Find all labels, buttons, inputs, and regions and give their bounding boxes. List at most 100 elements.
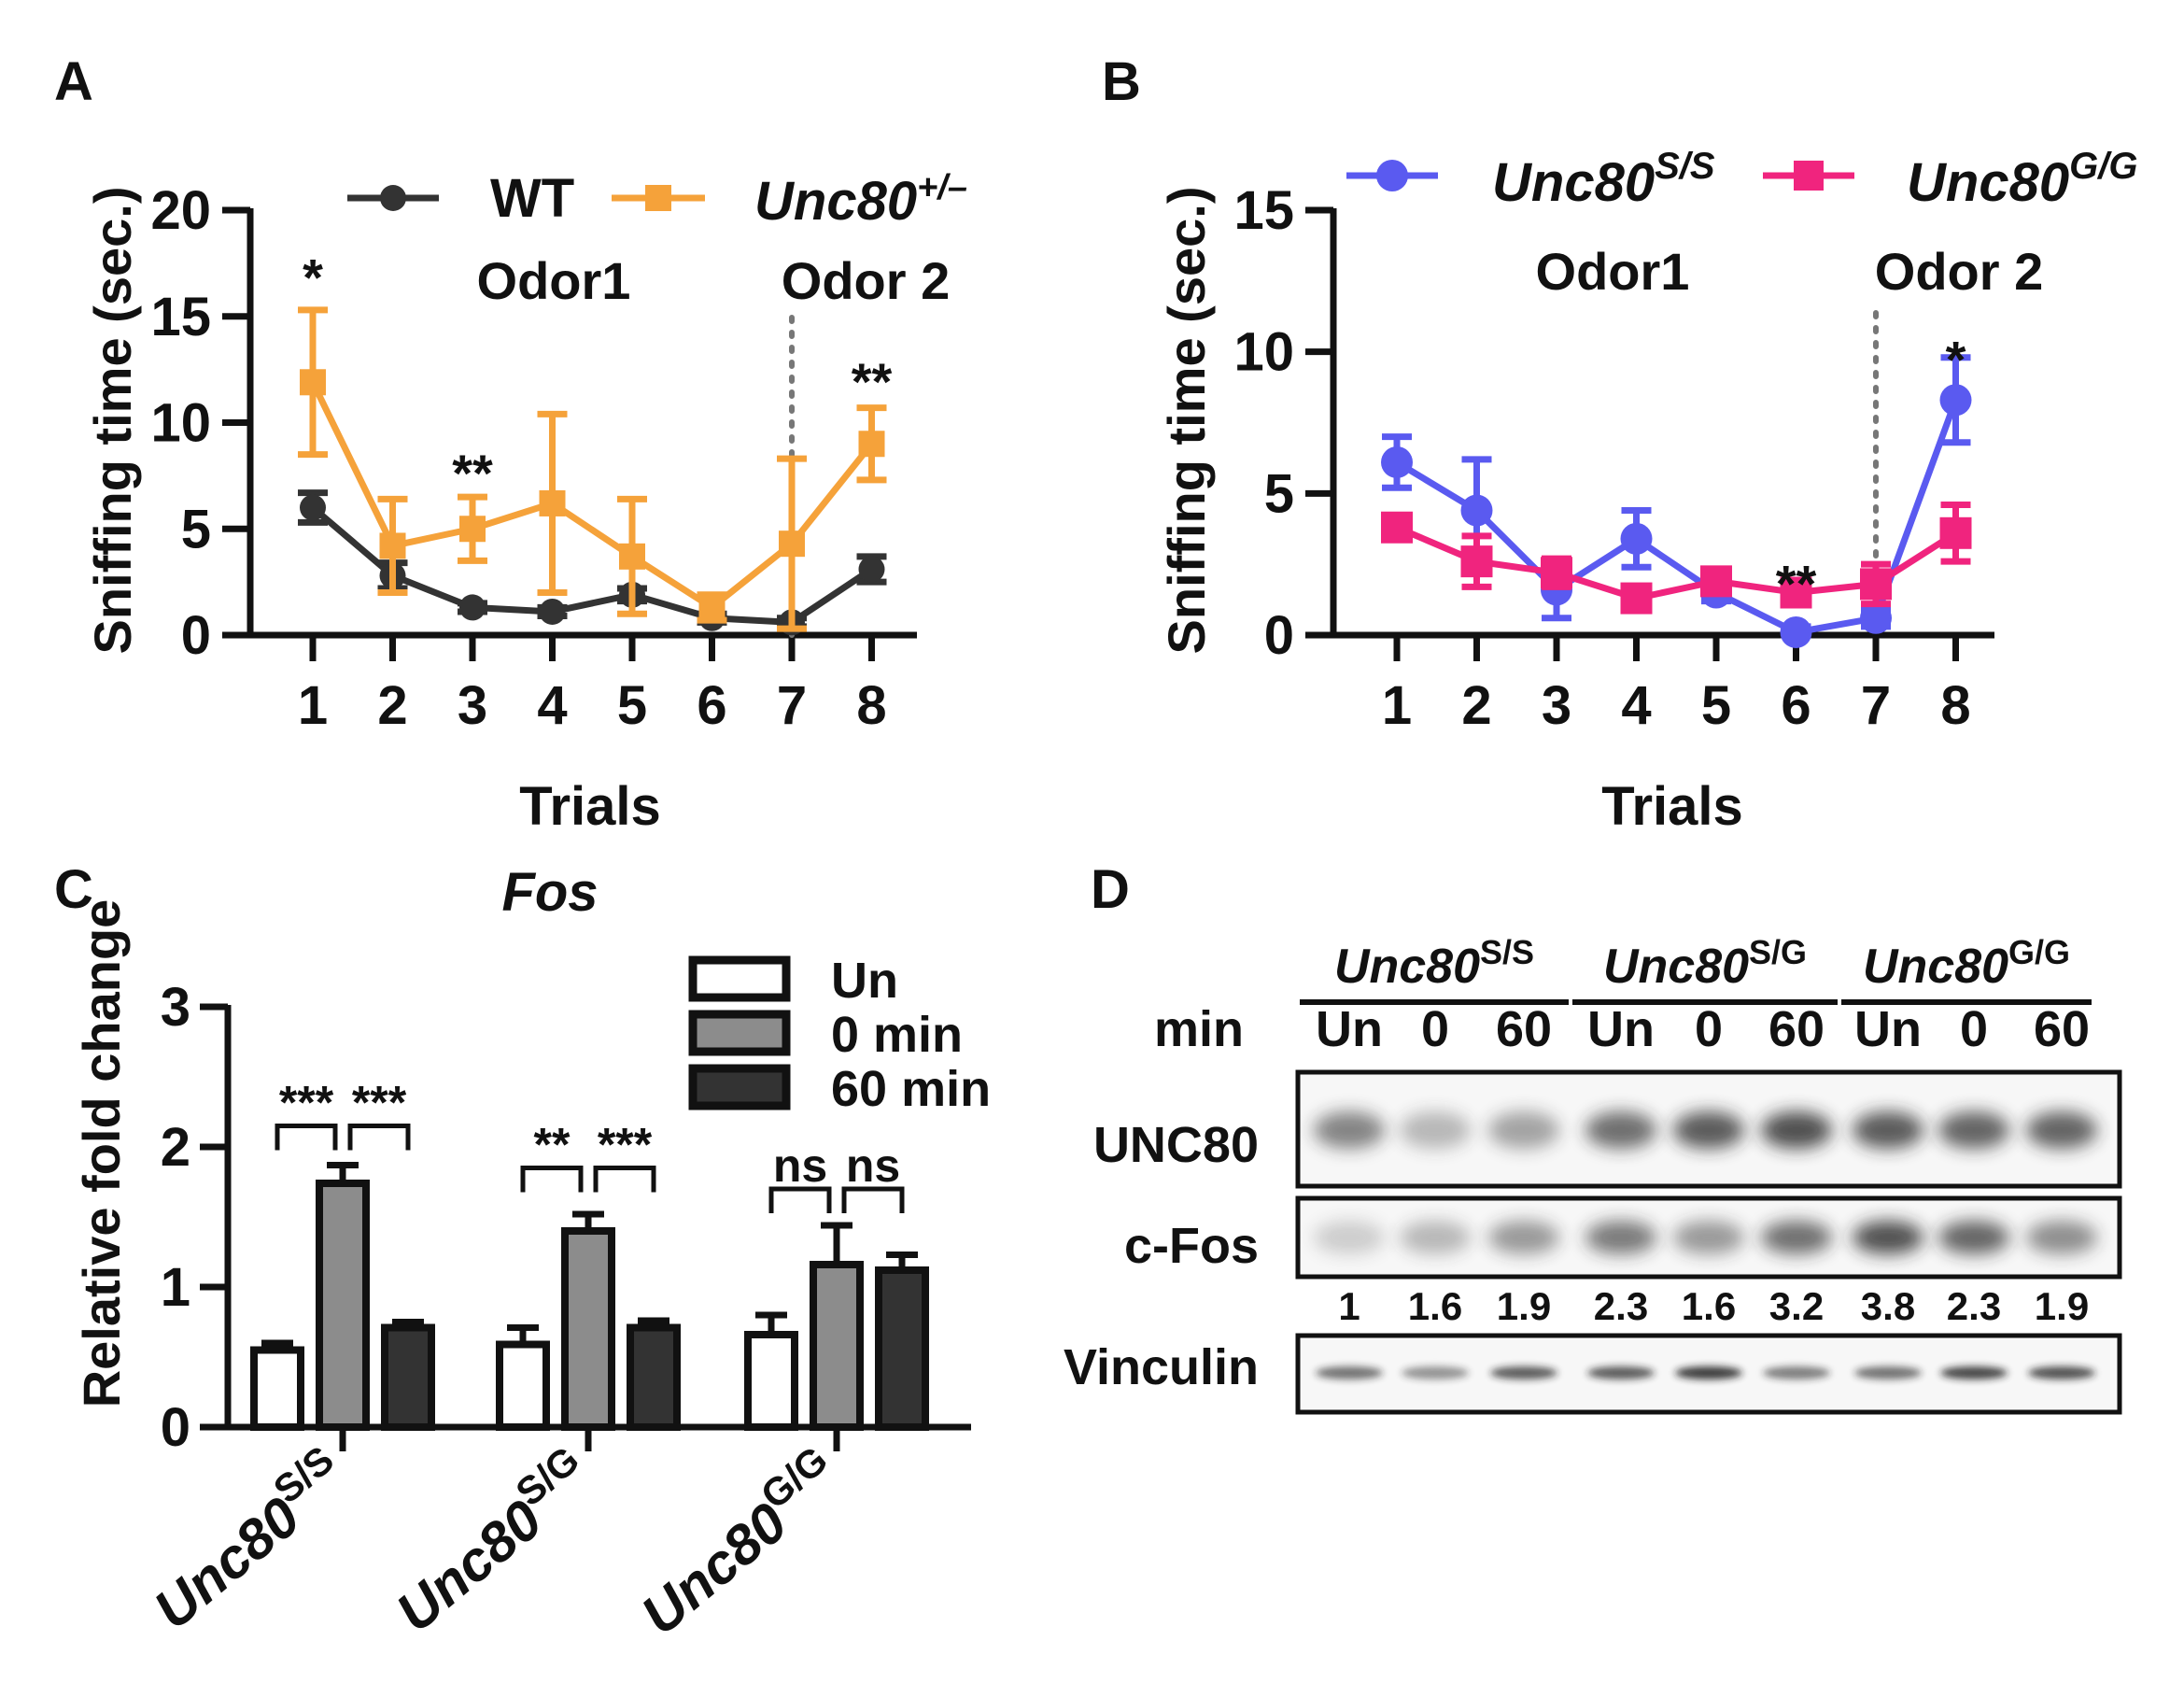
- x-tick-label: 4: [1621, 675, 1651, 736]
- band-vinculin: [1587, 1366, 1655, 1379]
- panel-a-phase-odor1: Odor1: [477, 251, 631, 310]
- panel-b-phase-odor2: Odor 2: [1875, 242, 2043, 301]
- y-tick-label: 5: [181, 499, 211, 559]
- blot-genotype-sup: S/S: [1480, 933, 1534, 971]
- panel-b-legend: Unc80S/S Unc80G/G: [1346, 146, 2137, 213]
- band-cfos: [1938, 1221, 2009, 1254]
- legend-ss-marker: [1376, 160, 1408, 191]
- panel-c-title: Fos: [501, 862, 598, 923]
- panel-letter-b: B: [1102, 51, 1141, 112]
- significance-bracket: [275, 1124, 338, 1151]
- category-name: Unc80: [629, 1491, 798, 1647]
- x-tick-label: 4: [537, 675, 567, 736]
- blot-lane-label: 0: [1960, 1001, 1988, 1057]
- blot-genotype-sup: G/G: [2008, 933, 2070, 971]
- bar: [316, 1180, 370, 1431]
- band-vinculin: [1854, 1366, 1922, 1379]
- legend-gg-sup: G/G: [2069, 146, 2137, 187]
- x-tick-label: 8: [1940, 675, 1970, 736]
- significance-bracket: [347, 1124, 411, 1151]
- legend-ss-label: Unc80S/S: [1492, 146, 1715, 213]
- blot-genotype-header: Unc80S/G: [1603, 933, 1807, 994]
- panel-a-ylabel: Sniffing time (sec.): [83, 187, 142, 655]
- blot-lane-label: Un: [1587, 1001, 1655, 1057]
- legend-un-label: Un: [831, 953, 898, 1009]
- data-point: [1939, 384, 1972, 417]
- band-vinculin: [1675, 1366, 1742, 1379]
- band-unc80: [1673, 1111, 1744, 1149]
- y-tick-label: 10: [150, 393, 211, 454]
- legend-gg-marker: [1794, 161, 1824, 191]
- blot-quant-value: 2.3: [1594, 1284, 1648, 1328]
- data-point: [300, 494, 326, 521]
- significance-label: ***: [598, 1119, 653, 1171]
- band-vinculin: [1940, 1366, 2008, 1379]
- data-point: [1780, 576, 1812, 609]
- legend-0min-label: 0 min: [831, 1007, 963, 1063]
- series-line-0: [310, 504, 874, 626]
- data-point: [300, 369, 326, 396]
- blot-lane-label: 60: [1496, 1001, 1552, 1057]
- legend-het-name: Unc80: [754, 171, 917, 232]
- band-unc80: [1853, 1111, 1923, 1149]
- y-tick-label: 1: [161, 1257, 190, 1318]
- panel-c-legend: Un 0 min 60 min: [688, 953, 991, 1117]
- blot-lane-label: 0: [1421, 1001, 1449, 1057]
- data-point: [379, 532, 406, 559]
- legend-het-label: Unc80+/–: [754, 168, 967, 232]
- blot-genotype-name: Unc80: [1334, 940, 1480, 994]
- panel-c-ylabel: Relative fold change: [72, 899, 131, 1408]
- blot-genotype-header: Unc80S/S: [1334, 933, 1534, 994]
- y-tick-label: 10: [1233, 322, 1294, 383]
- y-tick-label: 3: [161, 977, 190, 1038]
- legend-wt-marker: [380, 185, 406, 211]
- legend-ss-name: Unc80: [1492, 152, 1655, 213]
- band-unc80: [2026, 1111, 2097, 1149]
- band-unc80: [1938, 1111, 2009, 1149]
- y-tick-label: 2: [161, 1117, 190, 1178]
- bar: [561, 1227, 615, 1431]
- category-name: Unc80: [385, 1488, 554, 1644]
- blot-quant-value: 1.9: [2035, 1284, 2089, 1328]
- blot-row-label-unc80: UNC80: [1093, 1117, 1259, 1173]
- data-point: [1381, 446, 1413, 478]
- legend-gg-name: Unc80: [1907, 152, 2069, 213]
- bar: [627, 1323, 681, 1431]
- blot-lane-label: 60: [2034, 1001, 2090, 1057]
- data-point: [1620, 582, 1653, 615]
- category-name: Unc80: [142, 1485, 311, 1641]
- data-point: [459, 516, 486, 543]
- bar: [381, 1323, 435, 1431]
- band-unc80: [1314, 1111, 1385, 1149]
- panel-letter-a: A: [54, 51, 93, 112]
- blot-genotype-name: Unc80: [1603, 940, 1749, 994]
- legend-60min-swatch: [688, 1064, 791, 1110]
- panel-b-phase-odor1: Odor1: [1536, 242, 1690, 301]
- x-tick-label: 1: [1382, 675, 1412, 736]
- significance-bracket: [841, 1186, 905, 1213]
- blot-quant-value: 1.9: [1497, 1284, 1551, 1328]
- band-cfos: [2026, 1221, 2097, 1254]
- band-vinculin: [1316, 1366, 1383, 1379]
- data-point: [619, 543, 645, 570]
- y-tick-label: 20: [150, 180, 211, 241]
- panel-a-phase-odor2: Odor 2: [782, 251, 950, 310]
- bar: [875, 1266, 929, 1431]
- y-tick-label: 0: [1264, 605, 1294, 666]
- panel-a-xlabel: Trials: [519, 776, 661, 837]
- y-tick-label: 0: [181, 605, 211, 666]
- blot-lane-label: Un: [1854, 1001, 1922, 1057]
- band-unc80: [1761, 1111, 1832, 1149]
- bar: [250, 1346, 304, 1431]
- panel-a-legend: WT Unc80+/–: [347, 168, 967, 232]
- legend-un-swatch: [688, 955, 791, 1002]
- blot-genotype-name: Unc80: [1863, 940, 2008, 994]
- data-point: [1460, 494, 1493, 527]
- legend-0min-swatch: [688, 1010, 791, 1056]
- band-vinculin: [1490, 1366, 1557, 1379]
- x-tick-label: 3: [1542, 675, 1571, 736]
- significance-label: ns: [846, 1139, 900, 1192]
- significance-label: ***: [352, 1077, 407, 1129]
